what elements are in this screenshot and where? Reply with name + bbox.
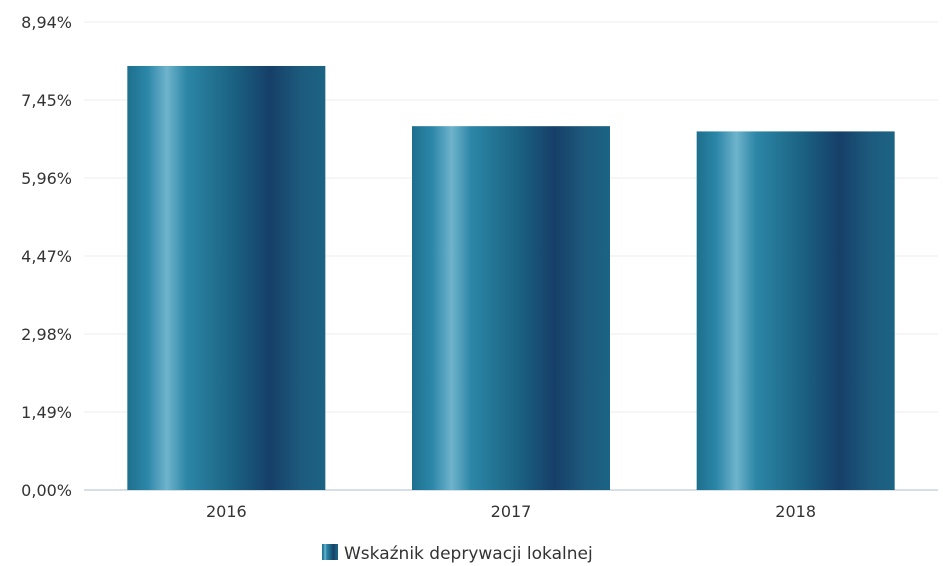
y-tick-label: 4,47% [21,247,72,266]
legend-swatch [322,544,338,560]
x-axis-ticks: 2016 2017 2018 [206,502,816,521]
x-tick-label: 2016 [206,502,247,521]
x-tick-label: 2017 [491,502,532,521]
bars [127,65,895,491]
y-tick-label: 2,98% [21,325,72,344]
legend-label: Wskaźnik deprywacji lokalnej [344,544,593,564]
y-tick-label: 0,00% [21,481,72,500]
y-axis-ticks: 0,00% 1,49% 2,98% 4,47% 5,96% 7,45% 8,94% [21,13,72,500]
y-tick-label: 5,96% [21,169,72,188]
y-tick-label: 7,45% [21,91,72,110]
y-tick-label: 8,94% [21,13,72,32]
bar-2018 [696,131,895,490]
y-tick-label: 1,49% [21,403,72,422]
x-tick-label: 2018 [775,502,816,521]
bar-2016 [127,65,326,491]
bar-2017 [412,126,610,490]
legend: Wskaźnik deprywacji lokalnej [322,544,593,564]
